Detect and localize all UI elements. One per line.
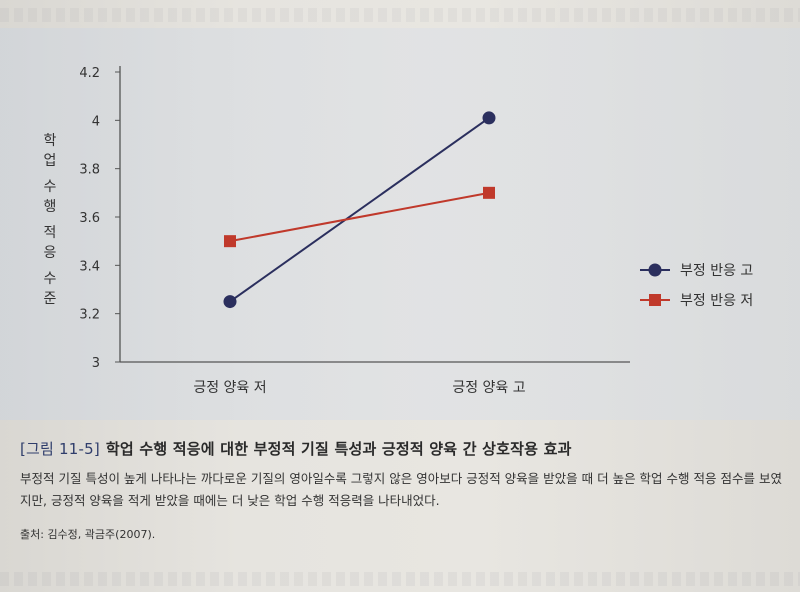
legend-label: 부정 반응 고 [680,263,753,279]
data-point-square [224,235,236,248]
chart-axes [119,66,630,363]
y-tick-label: 3.8 [79,163,100,178]
legend-marker-square [649,294,661,306]
y-axis-label-char: 행 [44,199,57,215]
figure-number: [그림 11-5] [20,440,100,458]
x-tick-labels: 긍정 양육 저 긍정 양육 고 [193,380,525,396]
y-axis-label-char: 수 [44,179,57,195]
y-axis-label-char: 수 [44,271,57,287]
series-line [229,191,490,243]
y-tick-labels: 3 3.2 3.4 3.6 3.8 4 4.2 [79,66,120,371]
data-point-square [483,186,495,199]
legend-marker-circle [648,263,662,277]
y-tick-label: 3.6 [79,211,100,226]
y-axis-label-char: 학 [44,133,57,149]
x-tick-label: 긍정 양육 고 [452,380,525,396]
chart-panel [0,28,800,420]
background-text-line [0,572,800,586]
chart-legend: 부정 반응 고부정 반응 저 [640,263,753,309]
y-tick-label: 4 [92,114,100,129]
figure-caption-title: [그림 11-5] 학업 수행 적응에 대한 부정적 기질 특성과 긍정적 양육 … [20,438,790,459]
series-line [229,117,490,303]
chart-series [223,111,496,309]
series-negative-high [223,111,496,309]
y-tick-label: 3 [92,356,100,371]
y-axis-label-char: 준 [44,291,57,307]
figure-caption-body: 부정적 기질 특성이 높게 나타나는 까다로운 기질의 영아일수록 그렇지 않은… [20,471,782,508]
data-point-circle [223,295,237,309]
figure-source: 출처: 김수정, 곽금주(2007). [20,528,156,541]
interaction-line-chart: 33.23.43.63.844.2 긍정 양육 저 긍정 양육 고 학업수행적응수… [44,66,753,396]
legend-label: 부정 반응 저 [680,293,753,309]
figure-title: 학업 수행 적응에 대한 부정적 기질 특성과 긍정적 양육 간 상호작용 효과 [105,440,572,458]
background-text-line [0,8,800,22]
y-tick-label: 3.4 [79,259,100,274]
x-tick-label: 긍정 양육 저 [193,380,266,396]
y-axis-label-char: 응 [44,245,57,261]
y-tick-label: 4.2 [79,66,100,81]
y-axis-label-char: 적 [44,225,57,241]
data-point-circle [482,111,496,125]
series-negative-low [224,186,495,248]
y-tick-label: 3.2 [79,308,100,323]
y-axis-label-char: 업 [44,153,57,169]
